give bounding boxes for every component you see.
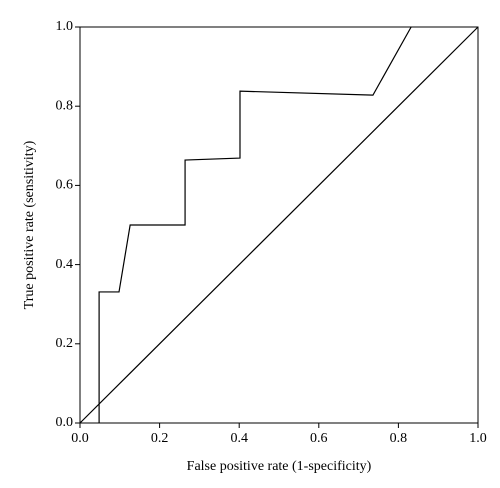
x-tick-label: 1.0 [469, 431, 487, 446]
x-tick-label: 0.0 [71, 431, 89, 446]
x-tick-label: 0.8 [390, 431, 408, 446]
roc-line [79, 26, 479, 424]
x-axis-label: False positive rate (1-specificity) [187, 459, 372, 474]
plot-frame [79, 26, 479, 424]
x-tick-label: 0.6 [310, 431, 328, 446]
y-tick-label: 0.6 [56, 178, 74, 193]
y-tick-label: 0.8 [56, 98, 74, 113]
x-tick-label: 0.4 [230, 431, 248, 446]
roc-line [98, 26, 412, 423]
y-tick-label: 0.4 [56, 257, 74, 272]
y-tick-label: 1.0 [56, 19, 74, 34]
y-tick-label: 0.2 [56, 336, 74, 351]
y-axis-label: True positive rate (sensitivity) [22, 140, 37, 309]
x-tick-label: 0.2 [151, 431, 169, 446]
y-tick-label: 0.0 [56, 415, 74, 430]
